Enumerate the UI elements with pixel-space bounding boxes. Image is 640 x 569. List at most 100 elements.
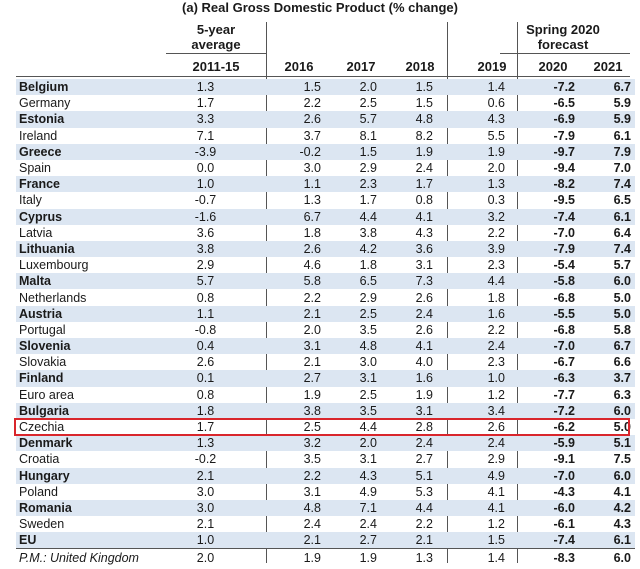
value-2021: 5.0: [613, 290, 631, 305]
table-row: Czechia 1.7 2.5 4.4 2.8 2.6 -6.2 5.0: [16, 419, 635, 435]
value-2017: 2.3: [327, 176, 383, 193]
value-2017: 1.9: [327, 548, 383, 566]
value-2021: 6.5: [613, 193, 631, 208]
table-row: Sweden 2.1 2.4 2.4 2.2 1.2 -6.1 4.3: [16, 516, 635, 532]
gap-cell: [247, 160, 271, 176]
value-2020: -7.0: [553, 225, 575, 240]
value-2011-15: 2.1: [164, 467, 247, 484]
value-2018: 0.8: [415, 193, 433, 208]
value-2021: 6.0: [591, 273, 635, 290]
gap-cell: [247, 435, 271, 452]
value-2011-15: 0.4: [164, 338, 247, 355]
value-2019: 2.4: [439, 435, 525, 452]
value-2021: 5.0: [613, 420, 631, 435]
gap-cell: [247, 516, 271, 532]
value-2021: 7.4: [591, 240, 635, 258]
value-2011-15: 1.1: [164, 305, 247, 322]
value-2011-15: 1.7: [196, 420, 215, 435]
value-2020: -7.4: [525, 532, 591, 549]
table-row: Denmark 1.3 3.2 2.0 2.4 2.4 -5.9 5.1: [16, 435, 635, 452]
gdp-table: Belgium 1.3 1.5 2.0 1.5 1.4 -7.2 6.7 Germany 1.7 2…: [16, 79, 635, 566]
table-row: Euro area 0.8 1.9 2.5 1.9 1.2 -7.7 6.3: [16, 387, 635, 403]
value-2020: -6.8: [553, 290, 575, 305]
country-name: Croatia: [19, 452, 60, 467]
value-2018: 1.9: [415, 387, 433, 402]
value-2019: 3.2: [439, 208, 525, 225]
value-2020: -6.9: [525, 111, 591, 128]
value-2018: 3.1: [415, 258, 433, 273]
value-2011-15: 5.7: [164, 273, 247, 290]
value-2018: 2.8: [415, 420, 433, 435]
header-rule-avg: [166, 53, 266, 54]
value-2020: -8.3: [525, 548, 591, 566]
value-2011-15: 7.1: [196, 128, 215, 143]
value-2020: -6.7: [553, 355, 575, 370]
header-avg-line1: 5-year: [196, 22, 236, 37]
value-2020: -6.8: [553, 322, 575, 337]
value-2016: 3.1: [303, 484, 321, 499]
value-2011-15: 1.0: [164, 176, 247, 193]
value-2016: 1.1: [271, 176, 327, 193]
country-name: Luxembourg: [19, 258, 89, 273]
value-2021: 7.5: [613, 452, 631, 467]
value-2019: 1.2: [487, 517, 505, 532]
value-2011-15: 1.3: [164, 79, 247, 96]
value-2017: 4.8: [327, 338, 383, 355]
value-2011-15: 3.8: [164, 240, 247, 258]
value-2016: 2.6: [271, 111, 327, 128]
value-2021: 5.0: [591, 305, 635, 322]
value-2017: 5.7: [327, 111, 383, 128]
value-2018: 1.3: [383, 548, 439, 566]
value-2018: 4.4: [383, 499, 439, 517]
gap-cell: [247, 273, 271, 290]
value-2018: 4.1: [383, 208, 439, 225]
country-name: Slovenia: [16, 338, 164, 355]
table-row: Netherlands 0.8 2.2 2.9 2.6 1.8 -6.8 5.0: [16, 289, 635, 305]
value-2016: 1.8: [303, 225, 321, 240]
gap-cell: [247, 208, 271, 225]
table-row: Austria 1.1 2.1 2.5 2.4 1.6 -5.5 5.0: [16, 305, 635, 322]
country-name: Euro area: [19, 387, 74, 402]
value-2016: 2.1: [303, 355, 321, 370]
value-2017: 2.0: [327, 79, 383, 96]
value-2018: 2.6: [415, 290, 433, 305]
country-name: Romania: [16, 499, 164, 517]
gap-cell: [247, 322, 271, 338]
czechia-highlight-box: [14, 417, 630, 437]
gap-cell: [247, 305, 271, 322]
gap-cell: [247, 532, 271, 549]
value-2017: 3.8: [359, 225, 377, 240]
gap-cell: [247, 354, 271, 370]
country-name: Portugal: [19, 322, 66, 337]
gap-cell: [247, 451, 271, 467]
value-2020: -5.8: [525, 273, 591, 290]
country-name: Greece: [16, 143, 164, 160]
value-2019: 2.2: [487, 225, 505, 240]
table-row: France 1.0 1.1 2.3 1.7 1.3 -8.2 7.4: [16, 176, 635, 193]
value-2019: 4.3: [439, 111, 525, 128]
value-2018: 1.9: [383, 143, 439, 160]
header-col-2020: 2020: [538, 59, 568, 74]
table-row: Portugal -0.8 2.0 3.5 2.6 2.2 -6.8 5.8: [16, 322, 635, 338]
table-row: Malta 5.7 5.8 6.5 7.3 4.4 -5.8 6.0: [16, 273, 635, 290]
header-col-2018: 2018: [405, 59, 435, 74]
country-name: P.M.: United Kingdom: [16, 548, 164, 566]
value-2018: 5.1: [383, 467, 439, 484]
value-2021: 6.0: [591, 402, 635, 419]
value-2020: -5.5: [525, 305, 591, 322]
value-2020: -6.0: [525, 499, 591, 517]
value-2021: 5.9: [613, 96, 631, 111]
value-2017: 1.5: [327, 143, 383, 160]
table-row: Cyprus -1.6 6.7 4.4 4.1 3.2 -7.4 6.1: [16, 208, 635, 225]
value-2011-15: -3.9: [164, 143, 247, 160]
gap-cell: [247, 225, 271, 241]
value-2017: 3.1: [359, 452, 377, 467]
value-2017: 3.0: [359, 355, 377, 370]
value-2011-15: 3.0: [164, 499, 247, 517]
country-name: Netherlands: [19, 290, 87, 305]
table-row: Luxembourg 2.9 4.6 1.8 3.1 2.3 -5.4 5.7: [16, 257, 635, 273]
value-2019: 0.3: [487, 193, 505, 208]
value-2011-15: 3.0: [196, 484, 215, 499]
value-2021: 6.1: [591, 208, 635, 225]
table-row: Romania 3.0 4.8 7.1 4.4 4.1 -6.0 4.2: [16, 499, 635, 517]
